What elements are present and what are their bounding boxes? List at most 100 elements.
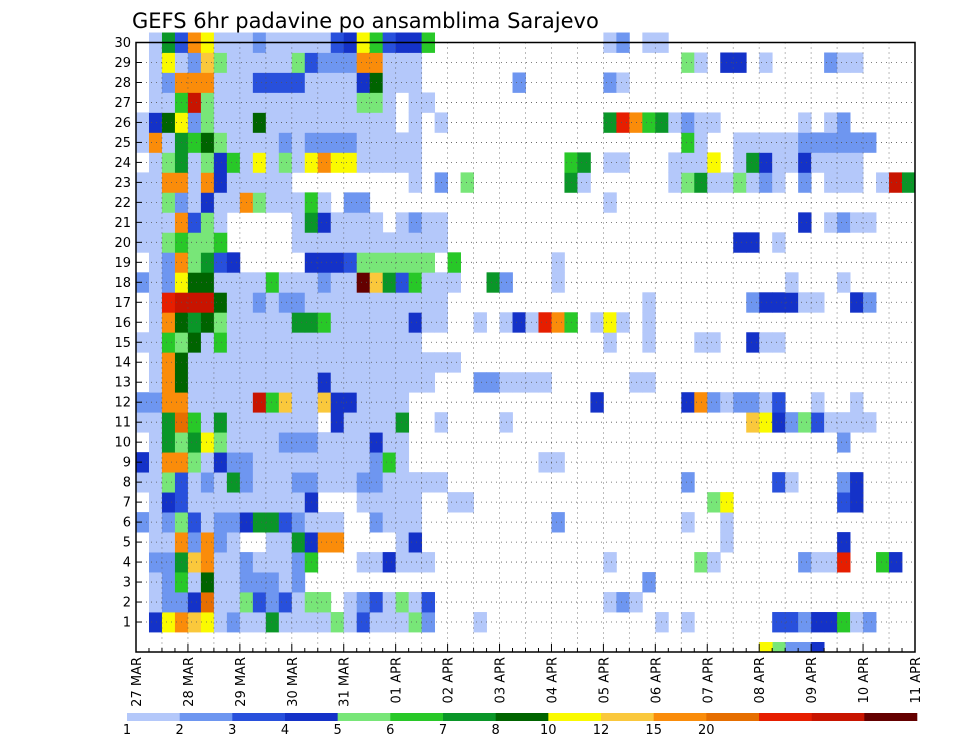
heatmap-cell	[343, 312, 358, 333]
colorbar-swatch	[706, 713, 760, 721]
heatmap-cell	[291, 532, 306, 553]
heatmap-cell	[226, 572, 241, 593]
heatmap-cell	[148, 232, 163, 253]
heatmap-cell	[226, 472, 241, 493]
heatmap-cell	[187, 512, 202, 533]
heatmap-cell	[161, 272, 176, 293]
heatmap-cell	[291, 412, 306, 433]
heatmap-cell	[265, 292, 280, 313]
heatmap-cell	[811, 642, 825, 653]
heatmap-cell	[213, 452, 228, 473]
heatmap-cell	[330, 292, 345, 313]
heatmap-cell	[330, 272, 345, 293]
heatmap-cell	[343, 352, 358, 373]
heatmap-cell	[330, 512, 345, 533]
heatmap-cell	[161, 592, 176, 613]
heatmap-cell	[200, 292, 215, 313]
heatmap-cell	[278, 532, 293, 553]
heatmap-cell	[187, 292, 202, 313]
heatmap-cell	[785, 642, 799, 653]
heatmap-cell	[213, 492, 228, 513]
heatmap-cell	[681, 172, 695, 193]
heatmap-cell	[447, 352, 461, 373]
heatmap-cell	[798, 292, 812, 313]
heatmap-cell	[343, 212, 358, 233]
heatmap-cell	[317, 512, 332, 533]
heatmap-cell	[213, 332, 228, 353]
heatmap-cell	[252, 572, 267, 593]
colorbar-swatch	[127, 713, 180, 721]
heatmap-cell	[330, 472, 345, 493]
heatmap-cell	[382, 252, 397, 273]
heatmap-cell	[187, 532, 202, 553]
heatmap-cell	[136, 192, 150, 213]
heatmap-cell	[382, 312, 397, 333]
heatmap-cell	[408, 232, 423, 253]
heatmap-cell	[707, 152, 721, 173]
heatmap-cell	[200, 152, 215, 173]
heatmap-cell	[265, 452, 280, 473]
heatmap-cell	[421, 552, 436, 573]
heatmap-cell	[317, 132, 332, 153]
heatmap-cell	[382, 292, 397, 313]
heatmap-cell	[265, 272, 280, 293]
heatmap-cell	[252, 332, 267, 353]
heatmap-cell	[252, 352, 267, 373]
heatmap-cell	[551, 312, 565, 333]
heatmap-cell	[772, 292, 786, 313]
heatmap-cell	[148, 312, 163, 333]
heatmap-cell	[265, 332, 280, 353]
heatmap-cell	[148, 92, 163, 113]
colorbar-swatch	[232, 713, 286, 721]
x-tick-label: 31 MAR	[338, 657, 353, 707]
heatmap-cell	[278, 572, 293, 593]
heatmap-cell	[330, 432, 345, 453]
heatmap-cell	[824, 52, 838, 73]
heatmap-cell	[317, 52, 332, 73]
heatmap-cell	[798, 612, 812, 633]
heatmap-cell	[252, 412, 267, 433]
heatmap-cell	[603, 552, 617, 573]
heatmap-cell	[330, 252, 345, 273]
heatmap-cell	[200, 232, 215, 253]
heatmap-cell	[525, 372, 539, 393]
heatmap-cell	[187, 52, 202, 73]
heatmap-cell	[252, 452, 267, 473]
heatmap-cell	[759, 332, 773, 353]
heatmap-cell	[408, 552, 423, 573]
colorbar-swatch	[864, 713, 918, 721]
heatmap-cell	[291, 292, 306, 313]
heatmap-cell	[187, 312, 202, 333]
heatmap-cell	[278, 292, 293, 313]
heatmap-cell	[136, 212, 150, 233]
heatmap-cell	[226, 192, 241, 213]
heatmap-cell	[226, 452, 241, 473]
heatmap-cell	[356, 312, 371, 333]
heatmap-cell	[837, 552, 851, 573]
heatmap-cell	[343, 432, 358, 453]
heatmap-cell	[213, 272, 228, 293]
heatmap-cell	[226, 92, 241, 113]
heatmap-cell	[356, 552, 371, 573]
heatmap-cell	[772, 332, 786, 353]
heatmap-cell	[590, 312, 604, 333]
heatmap-cell	[136, 412, 150, 433]
heatmap-cell	[343, 232, 358, 253]
heatmap-cell	[694, 132, 708, 153]
heatmap-cell	[148, 472, 163, 493]
heatmap-cell	[213, 552, 228, 573]
heatmap-cell	[291, 332, 306, 353]
heatmap-cell	[421, 372, 436, 393]
heatmap-cell	[408, 92, 423, 113]
y-tick-label: 7	[123, 496, 131, 511]
colorbar-swatch	[811, 713, 865, 721]
heatmap-cell	[811, 152, 825, 173]
colorbar-swatch	[653, 713, 707, 721]
heatmap-cell	[200, 492, 215, 513]
heatmap-cell	[317, 612, 332, 633]
heatmap-cell	[161, 192, 176, 213]
colorbar-label: 20	[698, 723, 715, 738]
heatmap-cell	[395, 452, 410, 473]
heatmap-cell	[616, 592, 630, 613]
heatmap-cell	[200, 212, 215, 233]
